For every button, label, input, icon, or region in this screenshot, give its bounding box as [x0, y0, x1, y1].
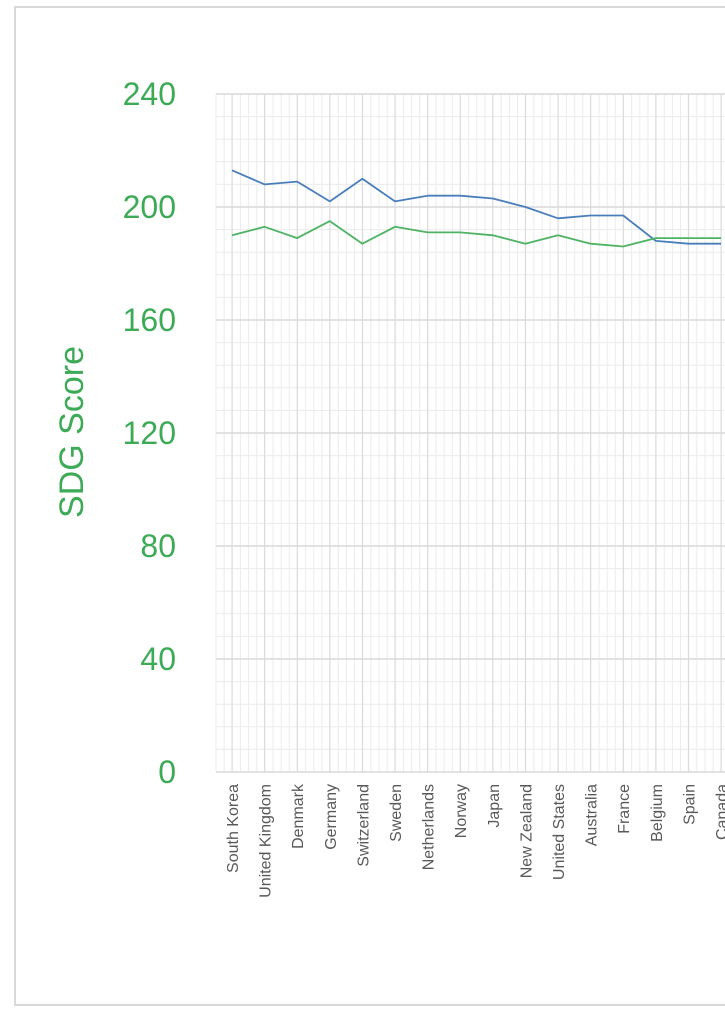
- x-tick-label: Belgium: [649, 784, 666, 842]
- chart-frame: [14, 6, 725, 1006]
- x-tick-label: Denmark: [290, 783, 307, 849]
- series-line-1: [231, 169, 721, 245]
- series-lines: [231, 169, 721, 248]
- x-tick-label: Australia: [584, 784, 601, 846]
- x-tick-label: Netherlands: [421, 784, 438, 870]
- y-tick-label: 160: [123, 302, 176, 338]
- x-tick-label: United States: [551, 784, 568, 880]
- x-tick-label: Switzerland: [355, 784, 372, 867]
- x-tick-label: France: [616, 784, 633, 834]
- y-axis-ticks: 0 40 80 120 160 200 240: [123, 76, 176, 790]
- x-tick-label: Norway: [453, 784, 470, 838]
- x-tick-label: South Korea: [225, 784, 242, 873]
- y-axis-label: SDG Score: [53, 346, 91, 518]
- x-tick-label: New Zealand: [518, 784, 535, 878]
- x-tick-label: Sweden: [388, 784, 405, 842]
- x-tick-label: Japan: [486, 784, 503, 828]
- x-tick-label: Germany: [323, 784, 340, 850]
- series-line-2: [231, 220, 721, 248]
- y-tick-label: 200: [123, 189, 176, 225]
- y-tick-label: 80: [140, 528, 176, 564]
- y-tick-label: 240: [123, 76, 176, 112]
- y-tick-label: 40: [140, 641, 176, 677]
- x-tick-label: Spain: [681, 784, 698, 825]
- x-tick-label: Canada: [714, 784, 725, 840]
- x-tick-label: United Kingdom: [258, 784, 275, 898]
- y-tick-label: 120: [123, 415, 176, 451]
- major-grid: [216, 93, 725, 773]
- y-tick-label: 0: [158, 754, 176, 790]
- x-axis-ticks: South Korea United Kingdom Denmark Germany S…: [225, 783, 725, 898]
